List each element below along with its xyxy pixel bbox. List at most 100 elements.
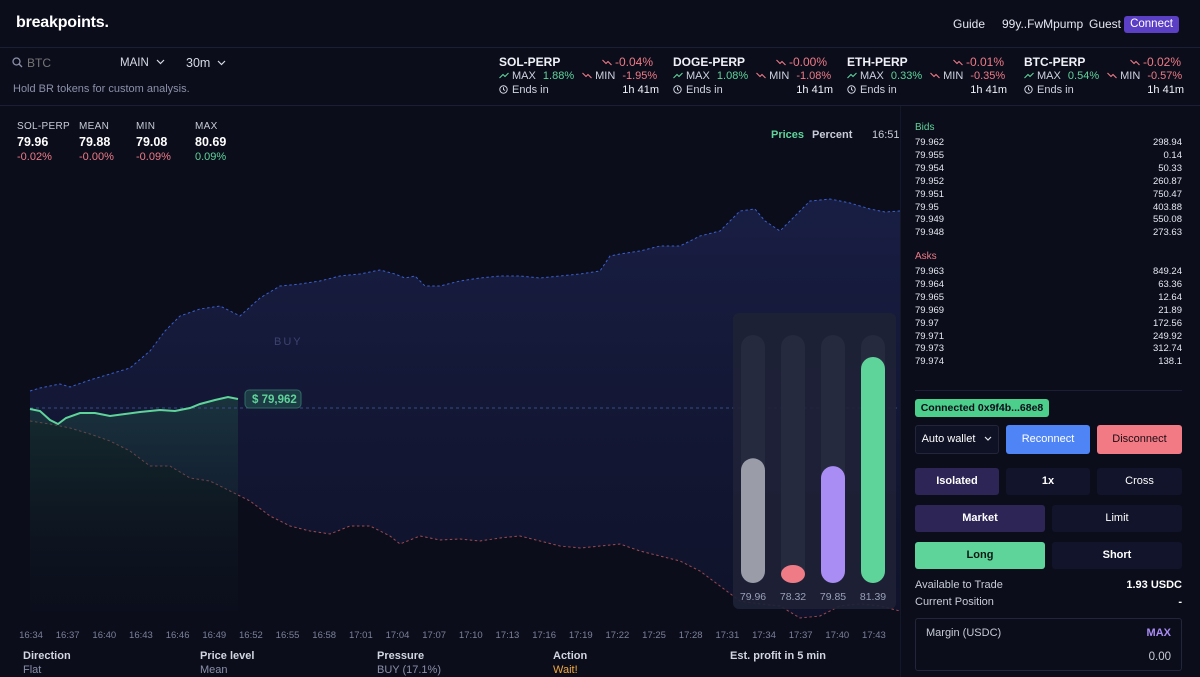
ask-price: 79.965 — [915, 291, 945, 303]
bar-label: 79.85 — [820, 591, 846, 603]
bid-row[interactable]: 79.949 550.08 — [915, 214, 1182, 227]
connect-button[interactable]: Connect — [1124, 16, 1179, 33]
signal-price-level: Price level Mean — [200, 650, 254, 676]
max-value: 0.54% — [1067, 70, 1100, 82]
ask-size: 138.1 — [1158, 356, 1182, 368]
ask-row[interactable]: 79.973 312.74 — [915, 343, 1182, 356]
min-label: MIN — [769, 70, 790, 82]
ask-row[interactable]: 79.971 249.92 — [915, 331, 1182, 344]
bids-title: Bids — [915, 122, 935, 133]
bar-label: 79.96 — [740, 591, 766, 603]
market-ticker-sol-perp[interactable]: SOL-PERP -0.04% MAX 1.88% MIN -1.95% Ends in… — [499, 55, 659, 101]
market-name: BTC-PERP — [1024, 55, 1086, 69]
guide-link[interactable]: Guide — [953, 17, 986, 31]
bid-row[interactable]: 79.948 273.63 — [915, 227, 1182, 240]
bid-row[interactable]: 79.95 403.88 — [915, 202, 1182, 215]
stat-sol-perp: SOL-PERP 79.96 -0.02% — [17, 121, 70, 163]
available-value: 1.93 USDC — [1126, 579, 1182, 591]
trend-down-icon — [953, 59, 963, 66]
market-ticker-btc-perp[interactable]: BTC-PERP -0.02% MAX 0.54% MIN -0.57% Ends in… — [1024, 55, 1184, 101]
ask-row[interactable]: 79.97 172.56 — [915, 318, 1182, 331]
ends-value: 1h 41m — [1147, 84, 1184, 96]
market-ticker-doge-perp[interactable]: DOGE-PERP -0.00% MAX 1.08% MIN -1.08% Ends i… — [673, 55, 833, 101]
trend-up-icon — [847, 72, 857, 79]
stat-percent: -0.00% — [79, 151, 114, 163]
stat-label: MIN — [136, 121, 156, 132]
price-line — [29, 395, 239, 426]
reconnect-button[interactable]: Reconnect — [1006, 425, 1090, 454]
min-label: MIN — [943, 70, 964, 82]
leverage-button[interactable]: 1x — [1006, 468, 1090, 495]
bid-row[interactable]: 79.951 750.47 — [915, 189, 1182, 202]
stat-max: MAX 80.69 0.09% — [195, 121, 226, 163]
main-dropdown[interactable]: MAIN — [120, 57, 165, 69]
search-box[interactable] — [12, 56, 102, 72]
trend-up-icon — [499, 72, 509, 79]
ask-row[interactable]: 79.965 12.64 — [915, 292, 1182, 305]
market-range: MAX 0.33% MIN -0.35% — [847, 70, 1005, 82]
bid-price: 79.962 — [915, 137, 945, 148]
ask-row[interactable]: 79.974 138.1 — [915, 356, 1182, 369]
bid-row[interactable]: 79.954 50.33 — [915, 163, 1182, 176]
limit-order-tab[interactable]: Limit — [1052, 505, 1182, 532]
ask-row[interactable]: 79.964 63.36 — [915, 279, 1182, 292]
stat-value: 79.96 — [17, 135, 49, 149]
cross-button[interactable]: Cross — [1097, 468, 1182, 495]
margin-input-box[interactable]: Margin (USDC) MAX 0.00 — [915, 618, 1182, 671]
chevron-down-icon — [985, 436, 992, 441]
market-range: MAX 0.54% MIN -0.57% — [1024, 70, 1182, 82]
stat-percent: -0.02% — [17, 151, 52, 163]
signal-value: Mean — [200, 664, 228, 676]
bar-2 — [821, 466, 845, 583]
max-label: MAX — [512, 70, 536, 82]
position-label: Current Position — [915, 596, 994, 608]
stat-mean: MEAN 79.88 -0.00% — [79, 121, 114, 163]
bid-size: 50.33 — [1158, 162, 1182, 174]
interval-dropdown[interactable]: 30m — [186, 56, 226, 70]
trend-down-icon — [776, 59, 786, 66]
bid-price: 79.949 — [915, 214, 945, 226]
auto-wallet-label: Auto wallet — [921, 433, 976, 445]
x-tick-label: 17:25 — [642, 630, 666, 641]
long-button[interactable]: Long — [915, 542, 1045, 569]
price-label: $ 79,962 — [252, 394, 297, 406]
ask-row[interactable]: 79.969 21.89 — [915, 305, 1182, 318]
percent-toggle[interactable]: Percent — [812, 129, 853, 141]
bid-row[interactable]: 79.955 0.14 — [915, 150, 1182, 163]
price-chart[interactable]: BUY $ 79,962 79.96 78.32 79.85 81.39 — [0, 106, 900, 646]
trend-up-icon — [673, 72, 683, 79]
isolated-button[interactable]: Isolated — [915, 468, 999, 495]
bars-panel — [733, 313, 896, 609]
market-ticker-eth-perp[interactable]: ETH-PERP -0.01% MAX 0.33% MIN -0.35% Ends in… — [847, 55, 1007, 101]
prices-toggle[interactable]: Prices — [771, 129, 805, 141]
bid-size: 273.63 — [1152, 227, 1182, 239]
x-tick-label: 17:37 — [788, 630, 813, 641]
signal-pressure: Pressure BUY (17.1%) — [377, 650, 441, 676]
bid-price: 79.955 — [915, 149, 945, 161]
market-order-tab[interactable]: Market — [915, 505, 1045, 532]
margin-value[interactable]: 0.00 — [1148, 651, 1171, 663]
ends-value: 1h 41m — [622, 84, 659, 96]
margin-max-button[interactable]: MAX — [1146, 627, 1171, 639]
search-input[interactable] — [27, 56, 97, 70]
x-tick-label: 17:13 — [495, 630, 520, 641]
chevron-down-icon — [156, 59, 165, 65]
short-button[interactable]: Short — [1052, 542, 1182, 569]
wallet-address[interactable]: 99y..FwMpump — [1002, 17, 1084, 31]
x-tick-label: 17:43 — [862, 630, 886, 641]
guest-label: Guest — [1089, 17, 1122, 31]
auto-wallet-select[interactable]: Auto wallet — [915, 425, 999, 454]
market-change: -0.02% — [1130, 55, 1181, 69]
ends-label: Ends in — [1037, 84, 1074, 96]
logo[interactable]: breakpoints. — [16, 14, 109, 31]
price-history-fill — [30, 397, 238, 611]
bid-row[interactable]: 79.962 298.94 — [915, 137, 1182, 150]
disconnect-button[interactable]: Disconnect — [1097, 425, 1182, 454]
x-tick-label: 16:37 — [55, 630, 80, 641]
bid-price: 79.951 — [915, 188, 945, 200]
x-tick-label: 17:34 — [752, 630, 776, 641]
bid-row[interactable]: 79.952 260.87 — [915, 176, 1182, 189]
ask-row[interactable]: 79.963 849.24 — [915, 266, 1182, 279]
margin-label: Margin (USDC) — [926, 627, 1002, 639]
chart-watermark: BUY — [274, 336, 303, 348]
